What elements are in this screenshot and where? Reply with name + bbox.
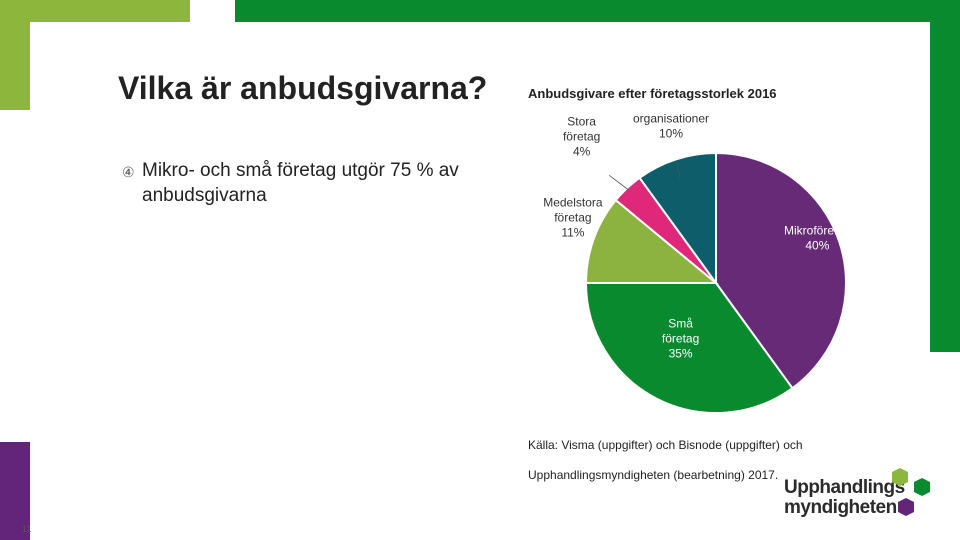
leader-line-övriga-organisationer xyxy=(676,161,681,178)
page-number: 11 xyxy=(22,524,32,534)
pie-label-övriga-organisationer: Övriga xyxy=(653,110,689,111)
logo-hex-light-green xyxy=(892,468,908,486)
pie-value-små-företag: 35% xyxy=(669,346,693,360)
pie-label-små-företag: företag xyxy=(662,331,699,345)
pie-label-medelstora-företag: företag xyxy=(554,210,591,224)
pie-value-stora-företag: 4% xyxy=(573,144,591,158)
pie-leader-lines xyxy=(608,161,681,191)
page-title: Vilka är anbudsgivarna? xyxy=(118,70,488,106)
logo-line-1: Upphandlings xyxy=(784,477,905,498)
pie-slice-mikroföretag xyxy=(715,151,847,390)
pie-value-mikroföretag: 40% xyxy=(805,239,829,253)
logo-hex-dark-green xyxy=(914,478,930,496)
bullet-text: Mikro- och små företag utgör 75 % av anb… xyxy=(142,160,459,206)
bullet-marker: ④ xyxy=(122,164,135,180)
pie-chart: Mikroföretag40%Småföretag35%Medelstorafö… xyxy=(543,110,851,414)
bullet-point: ④ Mikro- och små företag utgör 75 % av a… xyxy=(122,158,492,208)
logo-hex-purple xyxy=(898,498,914,516)
pie-label-medelstora-företag: Medelstora xyxy=(543,195,603,209)
pie-label-övriga-organisationer: organisationer xyxy=(633,112,709,126)
pie-value-övriga-organisationer: 10% xyxy=(659,127,683,141)
pie-value-medelstora-företag: 11% xyxy=(561,225,584,239)
pie-slice-små-företag xyxy=(584,282,794,414)
pie-label-små-företag: Små xyxy=(668,316,693,330)
pie-slice-medelstora-företag xyxy=(584,198,719,284)
logo-line-2: myndigheten xyxy=(784,497,897,518)
pie-label-stora-företag: Stora xyxy=(567,114,596,128)
logo: Upphandlings myndigheten xyxy=(784,478,905,518)
pie-label-stora-företag: företag xyxy=(563,129,600,143)
logo-hexagons-icon xyxy=(892,468,930,516)
chart-title: Anbudsgivare efter företagsstorlek 2016 xyxy=(528,86,777,101)
source-note: Källa: Visma (uppgifter) och Bisnode (up… xyxy=(528,438,803,482)
pie-label-mikroföretag: Mikroföretag xyxy=(784,224,851,238)
pie-slices xyxy=(584,151,847,414)
pie-slice-övriga-organisationer xyxy=(638,151,717,287)
pie-labels: Mikroföretag40%Småföretag35%Medelstorafö… xyxy=(543,110,851,360)
leader-line-stora-företag xyxy=(608,174,630,191)
